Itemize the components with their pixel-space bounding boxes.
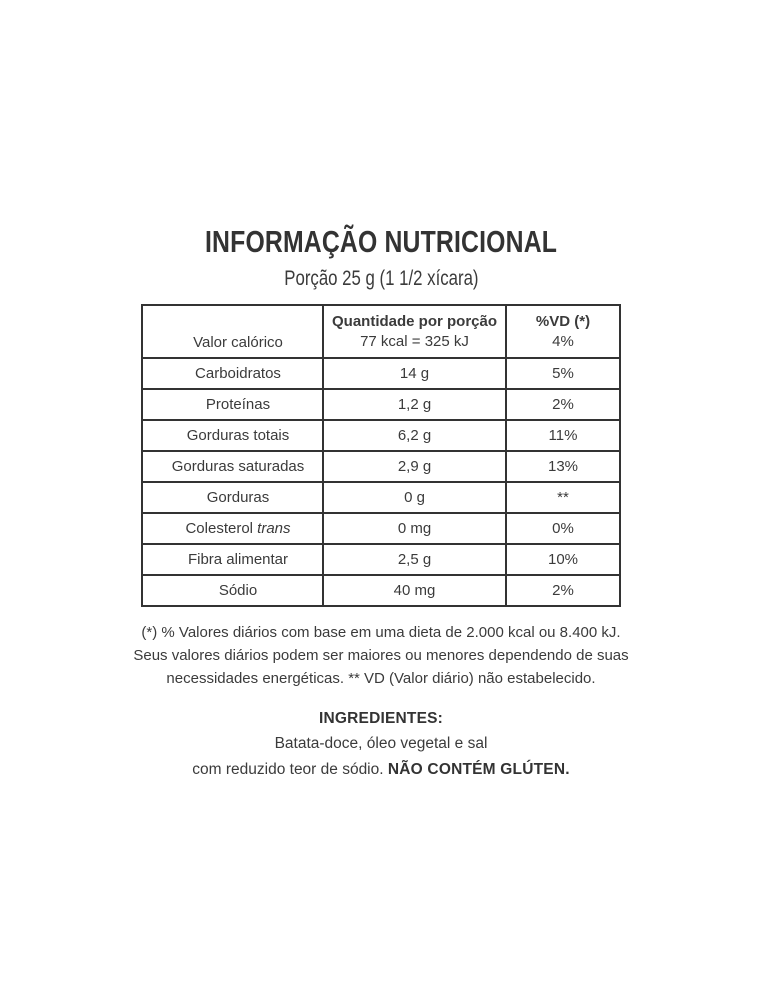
row-label-valor-calorico: Valor calórico: [141, 304, 324, 359]
cell-dv: 10%: [505, 543, 621, 576]
ingredients-heading: INGREDIENTES:: [318, 710, 444, 727]
row-label-colesterol-trans: Colesterol trans: [141, 512, 324, 545]
column-header-dv: %VD (*): [535, 313, 591, 330]
footnote-line: (*) % Valores diários com base em uma di…: [141, 624, 621, 641]
cell-dv: 4%: [552, 333, 574, 350]
cell-amount: 1,2 g: [322, 388, 507, 421]
cell-amount: 0 mg: [322, 512, 507, 545]
row-label: Gorduras: [141, 481, 324, 514]
table-row: Gorduras totais 6,2 g 11%: [141, 419, 621, 452]
page-title: INFORMAÇÃO NUTRICIONAL: [121, 226, 641, 257]
amount-column: Quantidade por porção 77 kcal = 325 kJ: [322, 304, 507, 359]
cell-dv: 11%: [505, 419, 621, 452]
row-label: Sódio: [141, 574, 324, 607]
row-label: Proteínas: [141, 388, 324, 421]
row-label: Gorduras saturadas: [141, 450, 324, 483]
row-label-italic: trans: [257, 520, 291, 537]
cell-amount: 2,9 g: [322, 450, 507, 483]
cell-amount: 0 g: [322, 481, 507, 514]
table-row: Fibra alimentar 2,5 g 10%: [141, 543, 621, 576]
cell-dv: 0%: [505, 512, 621, 545]
daily-values-footnote: (*) % Valores diários com base em uma di…: [121, 621, 641, 690]
cell-dv: **: [505, 481, 621, 514]
nutrition-table: Valor calórico Quantidade por porção 77 …: [141, 304, 621, 607]
serving-size: Porção 25 g (1 1/2 xícara): [121, 266, 641, 292]
row-label: Gorduras totais: [141, 419, 324, 452]
cell-amount: 77 kcal = 325 kJ: [360, 333, 469, 350]
ingredients-section: INGREDIENTES: Batata-doce, óleo vegetal …: [121, 707, 641, 782]
dv-column: %VD (*) 4%: [505, 304, 621, 359]
table-row: Colesterol trans 0 mg 0%: [141, 512, 621, 545]
table-row: Gorduras saturadas 2,9 g 13%: [141, 450, 621, 483]
table-header-row: Valor calórico Quantidade por porção 77 …: [141, 304, 621, 359]
cell-amount: 2,5 g: [322, 543, 507, 576]
column-header-amount: Quantidade por porção: [331, 313, 497, 330]
cell-dv: 2%: [505, 574, 621, 607]
cell-amount: 14 g: [322, 357, 507, 390]
ingredients-note: com reduzido teor de sódio. NÃO CONTÉM G…: [121, 758, 641, 782]
table-row: Gorduras 0 g **: [141, 481, 621, 514]
table-row: Carboidratos 14 g 5%: [141, 357, 621, 390]
serving-size-text: Porção 25 g (1 1/2 xícara): [283, 267, 479, 290]
footnote-line: necessidades energéticas. ** VD (Valor d…: [166, 670, 596, 687]
table-row: Sódio 40 mg 2%: [141, 574, 621, 607]
ingredients-note-regular: com reduzido teor de sódio.: [192, 761, 388, 778]
ingredients-list: Batata-doce, óleo vegetal e sal: [274, 735, 488, 752]
row-label-regular: Colesterol: [185, 520, 258, 537]
row-label: Carboidratos: [141, 357, 324, 390]
table-row: Proteínas 1,2 g 2%: [141, 388, 621, 421]
cell-amount: 40 mg: [322, 574, 507, 607]
gluten-free-statement: NÃO CONTÉM GLÚTEN.: [387, 761, 570, 778]
nutrition-label: INFORMAÇÃO NUTRICIONAL Porção 25 g (1 1/…: [121, 0, 641, 782]
cell-dv: 13%: [505, 450, 621, 483]
cell-dv: 5%: [505, 357, 621, 390]
cell-amount: 6,2 g: [322, 419, 507, 452]
page-title-text: INFORMAÇÃO NUTRICIONAL: [204, 224, 558, 259]
cell-dv: 2%: [505, 388, 621, 421]
row-label: Fibra alimentar: [141, 543, 324, 576]
footnote-line: Seus valores diários podem ser maiores o…: [133, 647, 629, 664]
